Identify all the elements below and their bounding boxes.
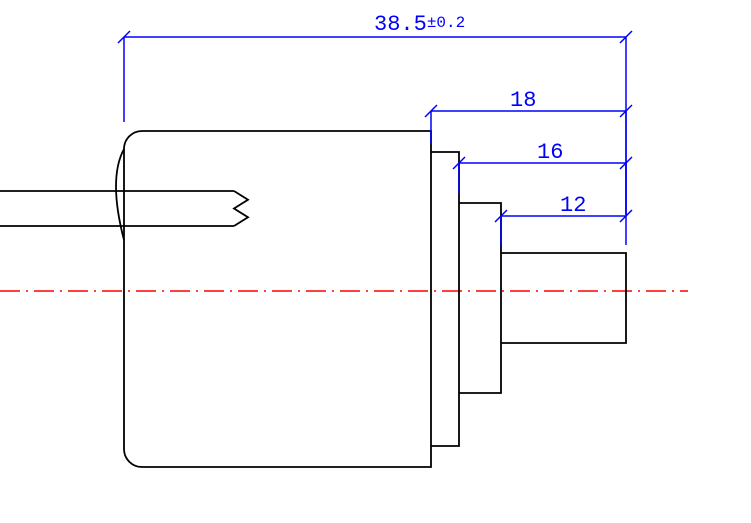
dim_12-label: 12 (560, 193, 586, 218)
step-2 (459, 203, 501, 393)
dim_18-label: 18 (510, 88, 536, 113)
dim_16-label: 16 (537, 140, 563, 165)
dim_38_5: 38.5±0.2 (118, 12, 632, 215)
step-3 (501, 253, 626, 343)
dimension-annotations: 38.5±0.2 18 16 12 (118, 12, 632, 245)
body-main (124, 131, 431, 467)
lead-break-symbol (234, 191, 248, 226)
dim_38_5-label: 38.5±0.2 (374, 12, 465, 37)
dim_12: 12 (495, 193, 632, 245)
step-1 (431, 152, 459, 446)
part-outline (0, 131, 626, 467)
engineering-drawing: 38.5±0.2 18 16 12 (0, 0, 751, 523)
